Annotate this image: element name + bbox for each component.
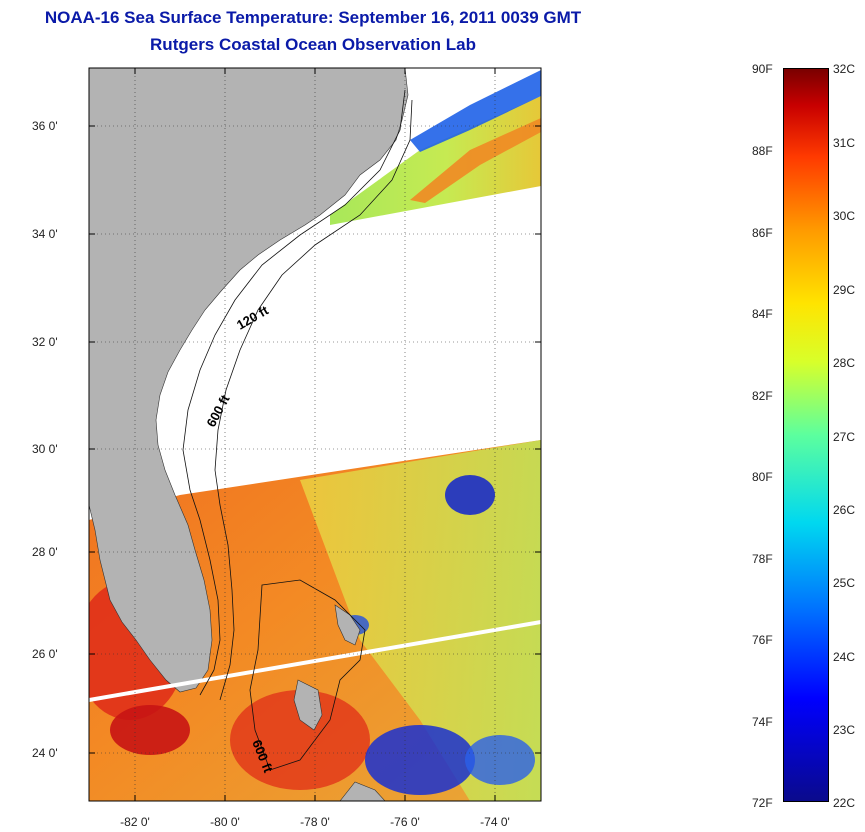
lon-tick-label: -80 0' — [210, 815, 240, 829]
colorbar-fahrenheit-label: 90F — [752, 62, 773, 76]
warm-patch — [110, 705, 190, 755]
lat-tick-label: 34 0' — [32, 227, 58, 241]
tick-marks — [89, 68, 541, 801]
colorbar-fahrenheit-label: 74F — [752, 715, 773, 729]
graticule — [89, 68, 541, 801]
colorbar-fahrenheit-label: 84F — [752, 307, 773, 321]
colorbar-fahrenheit-label: 82F — [752, 389, 773, 403]
lat-tick-label: 28 0' — [32, 545, 58, 559]
cool-patch — [365, 725, 475, 795]
colorbar-celsius-label: 31C — [833, 136, 856, 150]
contour-bahamas — [249, 579, 366, 771]
lon-tick-label: -82 0' — [120, 815, 150, 829]
colorbar-fahrenheit-label: 76F — [752, 633, 773, 647]
colorbar-fahrenheit-label: 78F — [752, 552, 773, 566]
land-cuba — [339, 781, 386, 801]
contour-600ft — [214, 99, 413, 701]
lon-tick-label: -78 0' — [300, 815, 330, 829]
contour-120ft — [182, 89, 406, 696]
colorbar-celsius-label: 23C — [833, 723, 856, 737]
colorbar-celsius-label: 30C — [833, 209, 856, 223]
nearshore-cool-water — [410, 70, 541, 152]
cool-patch — [465, 735, 535, 785]
colorbar-celsius-label: 27C — [833, 430, 856, 444]
colorbar-celsius-label: 24C — [833, 650, 856, 664]
lat-tick-label: 32 0' — [32, 335, 58, 349]
lat-tick-label: 24 0' — [32, 746, 58, 760]
northern-swath-water — [330, 96, 541, 225]
lon-tick-label: -74 0' — [480, 815, 510, 829]
land-us-southeast — [89, 68, 409, 693]
colorbar-celsius-label: 32C — [833, 62, 856, 76]
eastern-cooler-water — [300, 440, 541, 801]
lon-tick-label: -76 0' — [390, 815, 420, 829]
gulf-stream-band — [410, 118, 541, 203]
colorbar-fahrenheit-label: 72F — [752, 796, 773, 810]
colorbar-celsius-label: 22C — [833, 796, 856, 810]
map-subtitle: Rutgers Coastal Ocean Observation Lab — [150, 35, 476, 54]
lat-tick-label: 36 0' — [32, 119, 58, 133]
temperature-colorbar — [783, 68, 829, 802]
colorbar-fahrenheit-label: 86F — [752, 226, 773, 240]
colorbar-fahrenheit-label: 88F — [752, 144, 773, 158]
cool-patch — [445, 475, 495, 515]
colorbar-celsius-label: 25C — [833, 576, 856, 590]
lat-tick-label: 26 0' — [32, 647, 58, 661]
map-title: NOAA-16 Sea Surface Temperature: Septemb… — [44, 8, 582, 27]
colorbar-celsius-label: 28C — [833, 356, 856, 370]
colorbar-celsius-label: 26C — [833, 503, 856, 517]
warm-patch — [230, 690, 370, 790]
lat-tick-label: 30 0' — [32, 442, 58, 456]
colorbar-celsius-label: 29C — [833, 283, 856, 297]
colorbar-fahrenheit-label: 80F — [752, 470, 773, 484]
